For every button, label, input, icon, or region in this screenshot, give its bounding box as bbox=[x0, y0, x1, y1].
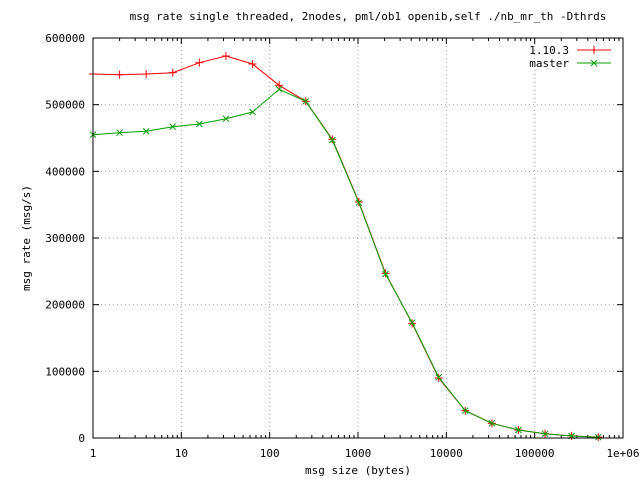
x-tick-label: 10000 bbox=[430, 447, 463, 460]
y-tick-label: 500000 bbox=[45, 99, 85, 112]
data-point-marker bbox=[249, 108, 256, 116]
y-tick-label: 300000 bbox=[45, 232, 85, 245]
data-point-marker bbox=[515, 426, 522, 434]
x-tick-label: 100 bbox=[260, 447, 280, 460]
x-axis-label: msg size (bytes) bbox=[305, 464, 411, 477]
data-point-marker bbox=[408, 319, 416, 327]
y-tick-label: 400000 bbox=[45, 165, 85, 178]
grid bbox=[93, 38, 623, 438]
data-point-marker bbox=[169, 123, 177, 131]
y-tick-label: 0 bbox=[78, 432, 85, 445]
data-point-marker bbox=[461, 407, 469, 415]
series-2 bbox=[89, 85, 602, 441]
data-point-marker bbox=[275, 85, 283, 93]
data-point-marker bbox=[222, 115, 230, 123]
data-point-marker bbox=[302, 97, 310, 105]
data-point-marker bbox=[382, 270, 389, 278]
y-tick-label: 600000 bbox=[45, 32, 85, 45]
data-point-marker bbox=[116, 129, 123, 137]
data-point-marker bbox=[541, 430, 549, 438]
data-point-marker bbox=[594, 433, 602, 441]
series-line bbox=[92, 88, 599, 438]
y-tick-label: 100000 bbox=[45, 365, 85, 378]
data-point-marker bbox=[355, 199, 363, 207]
data-point-marker bbox=[590, 59, 598, 67]
series-line bbox=[92, 55, 599, 438]
series-group bbox=[89, 52, 603, 442]
data-point-marker bbox=[196, 120, 203, 128]
data-point-marker bbox=[435, 373, 443, 381]
x-tick-label: 10 bbox=[175, 447, 188, 460]
axis-ticks: 0 100000 200000 300000 400000 500000 600000 1 10… bbox=[45, 32, 639, 460]
y-tick-label: 200000 bbox=[45, 299, 85, 312]
series-1 bbox=[89, 52, 603, 442]
legend-label: 1.10.3 bbox=[529, 44, 569, 57]
legend-label: master bbox=[529, 57, 569, 70]
y-axis-label: msg rate (msg/s) bbox=[20, 185, 33, 291]
data-point-marker bbox=[328, 136, 336, 144]
data-point-marker bbox=[488, 419, 496, 427]
plot-frame bbox=[92, 37, 624, 439]
x-tick-label: 1e+06 bbox=[606, 447, 639, 460]
x-tick-label: 100000 bbox=[515, 447, 555, 460]
chart-title: msg rate single threaded, 2nodes, pml/ob… bbox=[130, 10, 607, 23]
x-tick-label: 1 bbox=[90, 447, 97, 460]
data-point-marker bbox=[142, 127, 150, 135]
x-tick-label: 1000 bbox=[345, 447, 372, 460]
